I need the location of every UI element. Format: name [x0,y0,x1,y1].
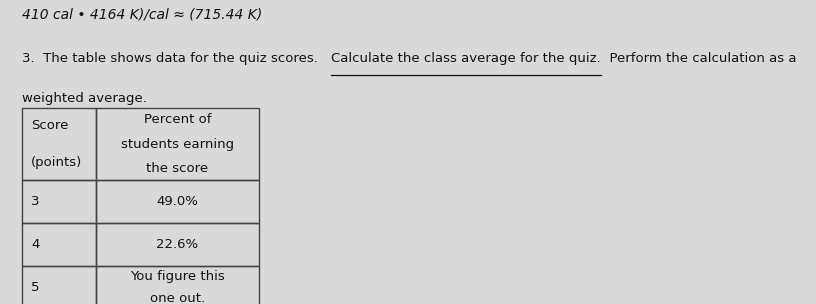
Bar [22,108,96,180]
Text: Calculate the class average for the quiz.: Calculate the class average for the quiz… [331,52,601,65]
Text: the score: the score [146,162,208,175]
Text: Perform the calculation as a: Perform the calculation as a [601,52,796,65]
Text: Percent of: Percent of [144,113,211,126]
Text: one out.: one out. [150,292,205,304]
Bar [96,108,259,180]
Text: (points): (points) [31,156,82,169]
Text: 410 cal • 4164 K)/cal ≈ (715.44 K): 410 cal • 4164 K)/cal ≈ (715.44 K) [22,8,263,22]
Bar [96,180,259,223]
Text: 4: 4 [31,238,39,251]
Text: 5: 5 [31,281,39,294]
Text: 22.6%: 22.6% [157,238,198,251]
Text: 49.0%: 49.0% [157,195,198,208]
Text: students earning: students earning [121,137,234,150]
Bar [22,266,96,304]
Text: 3.  The table shows data for the quiz scores.: 3. The table shows data for the quiz sco… [22,52,326,65]
Bar [22,180,96,223]
Bar [96,266,259,304]
Bar [22,223,96,266]
Bar [96,223,259,266]
Text: 3: 3 [31,195,39,208]
Text: Score: Score [31,119,69,132]
Text: You figure this: You figure this [130,270,224,283]
Text: weighted average.: weighted average. [22,92,147,105]
